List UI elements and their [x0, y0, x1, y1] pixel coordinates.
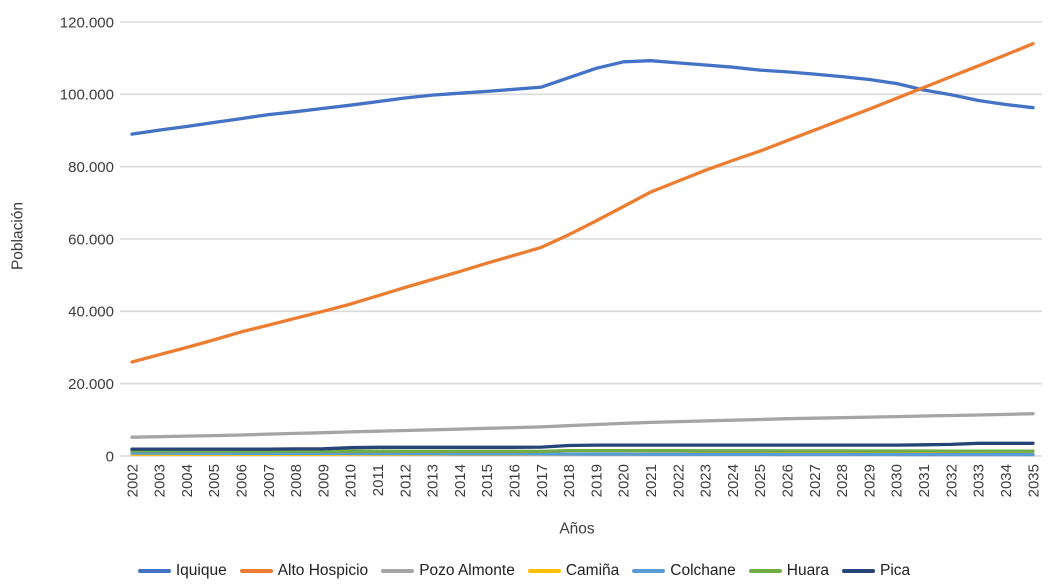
legend-line-icon	[381, 568, 415, 574]
legend-label: Pozo Almonte	[419, 562, 515, 579]
x-tick-label: 2014	[452, 464, 469, 497]
x-tick-label: 2019	[588, 464, 605, 497]
y-tick-label: 0	[106, 448, 114, 465]
x-tick-label: 2029	[861, 464, 878, 497]
x-tick-label: 2034	[998, 464, 1015, 497]
x-tick-label: 2009	[315, 464, 332, 497]
legend-line-icon	[239, 568, 273, 574]
legend-item-alto-hospicio: Alto Hospicio	[239, 562, 369, 580]
x-tick-label: 2022	[670, 464, 687, 497]
x-tick-label: 2003	[152, 464, 169, 497]
x-axis-title: Años	[559, 520, 595, 537]
x-tick-label: 2025	[752, 464, 769, 497]
series-lines	[130, 42, 1035, 457]
x-tick-label: 2020	[616, 464, 633, 497]
x-tick-label: 2027	[807, 464, 824, 497]
legend-label: Camiña	[565, 562, 620, 579]
legend-line-icon	[748, 568, 782, 574]
series-line-colchane	[130, 451, 1035, 457]
y-tick-label: 100.000	[60, 87, 114, 104]
x-tick-label: 2018	[561, 464, 578, 497]
x-tick-label: 2028	[834, 464, 851, 497]
x-tick-label: 2023	[698, 464, 715, 497]
x-tick-label: 2002	[124, 464, 141, 497]
gridlines	[120, 21, 1042, 457]
y-axis-title: Población	[9, 202, 26, 270]
y-tick-label: 80.000	[68, 159, 114, 176]
series-line-pozo-almonte	[130, 412, 1035, 439]
legend-label: Alto Hospicio	[277, 562, 369, 579]
legend-item-iquique: Iquique	[137, 562, 227, 580]
x-tick-label: 2013	[425, 464, 442, 497]
legend-label: Colchane	[670, 562, 736, 579]
x-tick-label: 2017	[534, 464, 551, 497]
y-axis-tick-labels: 0 20.000 40.000 60.000 80.000 100.000 120.000	[60, 14, 114, 465]
x-tick-label: 2016	[506, 464, 523, 497]
x-tick-label: 2008	[288, 464, 305, 497]
x-tick-label: 2010	[343, 464, 360, 497]
legend-item-pica: Pica	[841, 562, 911, 580]
x-tick-label: 2007	[261, 464, 278, 497]
legend-item-huara: Huara	[748, 562, 829, 580]
series-line-alto-hospicio	[130, 42, 1035, 364]
legend-line-icon	[137, 568, 171, 574]
legend-item-colchane: Colchane	[632, 562, 736, 580]
legend-label: Pica	[879, 562, 911, 579]
x-tick-label: 2033	[971, 464, 988, 497]
legend-label: Huara	[786, 562, 829, 579]
series-line-pica	[130, 441, 1035, 451]
x-tick-label: 2031	[916, 464, 933, 497]
x-tick-label: 2004	[179, 464, 196, 497]
chart-legend: Iquique Alto Hospicio Pozo Almonte Camiña Co…	[0, 562, 1048, 580]
x-tick-label: 2015	[479, 464, 496, 497]
x-tick-label: 2006	[233, 464, 250, 497]
x-tick-label: 2005	[206, 464, 223, 497]
line-chart: 020.00040.00060.00080.000100.000120.000 …	[9, 14, 1042, 537]
legend-line-icon	[841, 568, 875, 574]
series-line-huara	[130, 448, 1035, 454]
y-tick-label: 20.000	[68, 376, 114, 393]
legend-item-pozo-almonte: Pozo Almonte	[381, 562, 515, 580]
legend-item-camiña: Camiña	[527, 562, 620, 580]
x-tick-label: 2024	[725, 464, 742, 497]
x-tick-label: 2011	[370, 464, 387, 496]
x-tick-label: 2021	[643, 464, 660, 497]
y-tick-label: 120.000	[60, 14, 114, 31]
legend-line-icon	[527, 568, 561, 574]
x-tick-label: 2026	[780, 464, 797, 497]
x-tick-label: 2032	[943, 464, 960, 497]
legend-line-icon	[632, 568, 666, 574]
x-tick-label: 2035	[1025, 464, 1042, 497]
x-axis-tick-labels: 2002 2003 2004 2005 2006 2007 2008 2009 2010 2011…	[124, 464, 1042, 497]
x-tick-label: 2030	[889, 464, 906, 497]
y-tick-label: 40.000	[68, 304, 114, 321]
x-tick-label: 2012	[397, 464, 414, 497]
legend-label: Iquique	[175, 562, 227, 579]
series-line-iquique	[130, 59, 1035, 136]
y-tick-label: 60.000	[68, 231, 114, 248]
